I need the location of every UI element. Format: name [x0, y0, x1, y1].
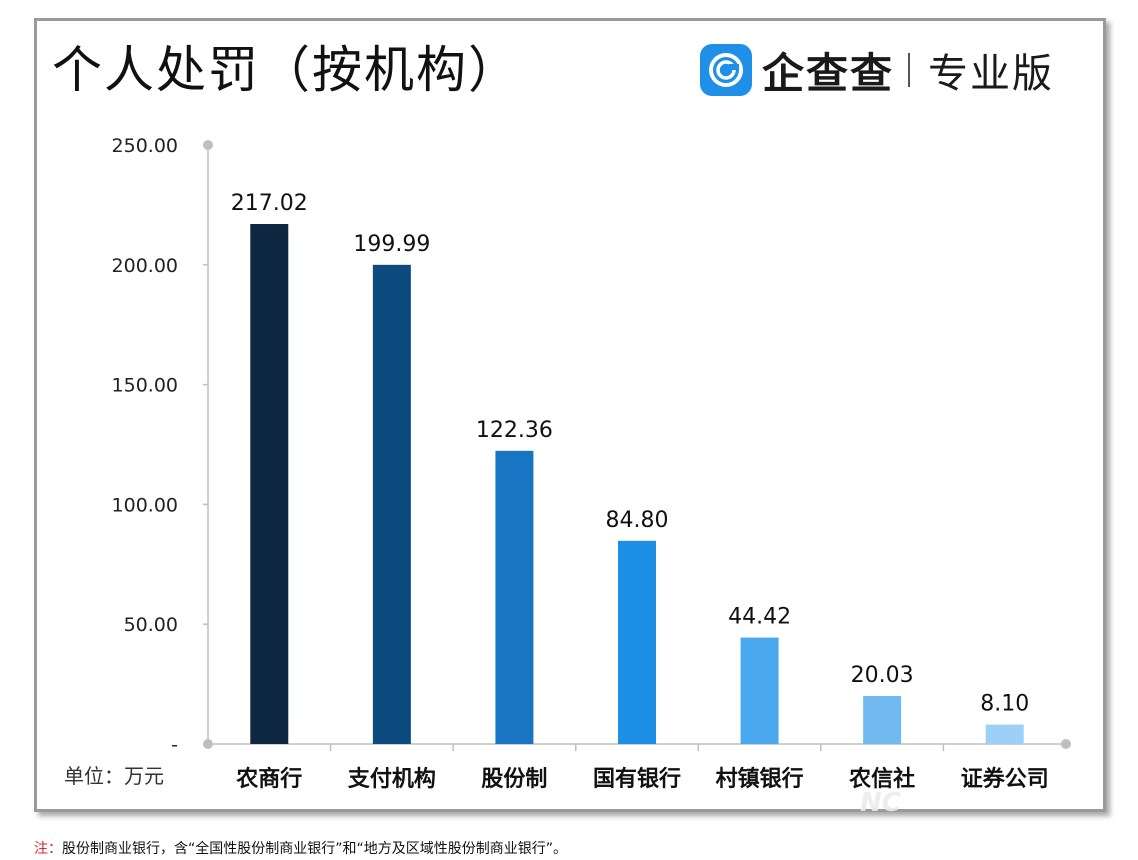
category-label: 农商行: [235, 766, 302, 792]
bar-6: [863, 696, 902, 744]
bar-value-label: 122.36: [476, 418, 553, 443]
bar-value-label: 217.02: [231, 191, 308, 216]
category-label: 农信社: [848, 766, 915, 792]
bar-4: [618, 540, 656, 744]
y-tick-label: 50.00: [124, 614, 178, 636]
bar-2: [372, 264, 411, 744]
watermark: NC: [860, 788, 901, 818]
bar-value-label: 44.42: [728, 605, 791, 630]
category-label: 国有银行: [593, 766, 681, 792]
bar-value-label: 84.80: [606, 508, 669, 533]
y-tick-label: 150.00: [112, 375, 178, 397]
footnote: 注：股份制商业银行，含“全国性股份制商业银行”和“地方及区域性股份制商业银行”。: [34, 838, 567, 858]
unit-label: 单位：万元: [64, 764, 164, 788]
y-tick-label: 250.00: [112, 135, 178, 157]
x-axis-start-dot: [203, 739, 213, 749]
bar-5: [740, 637, 779, 744]
category-label: 证券公司: [961, 766, 1049, 792]
x-axis-end-dot: [1061, 739, 1071, 749]
bar-value-label: 199.99: [353, 232, 430, 257]
bar-3: [495, 450, 534, 744]
bar-1: [250, 224, 289, 744]
brand-separator: [908, 53, 911, 87]
bar-7: [985, 724, 1024, 744]
chart-frame: [34, 18, 1106, 812]
y-tick-label: 100.00: [112, 494, 178, 516]
brand-edition: 专业版: [928, 51, 1055, 97]
brand-name: 企查查: [762, 48, 895, 98]
footnote-prefix: 注：: [34, 841, 62, 857]
footnote-text: 股份制商业银行，含“全国性股份制商业银行”和“地方及区域性股份制商业银行”。: [62, 841, 568, 857]
brand-logo: 企查查 专业版: [700, 42, 1054, 98]
qichacha-logo-icon: [700, 44, 752, 96]
bar-value-label: 8.10: [980, 692, 1029, 717]
category-label: 股份制: [481, 767, 547, 792]
category-label: 支付机构: [348, 766, 436, 792]
chart-title: 个人处罚（按机构）: [52, 41, 520, 99]
bar-value-label: 20.03: [851, 663, 914, 688]
category-label: 村镇银行: [716, 766, 804, 792]
y-tick-label: -: [171, 734, 178, 756]
y-tick-label: 200.00: [112, 255, 178, 277]
